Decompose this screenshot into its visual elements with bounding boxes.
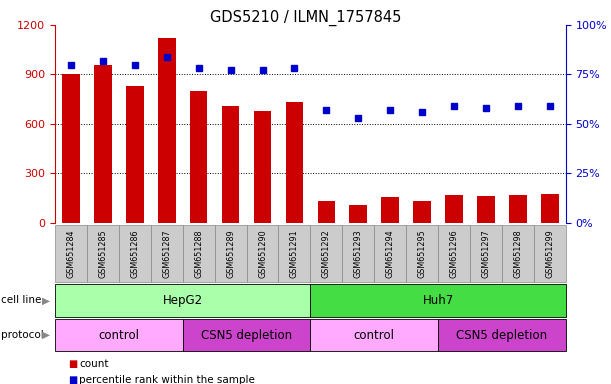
Bar [247,225,279,282]
Bar [87,225,119,282]
Bar [509,195,527,223]
Bar [342,225,375,282]
Text: GSM651294: GSM651294 [386,229,395,278]
Text: count: count [79,359,109,369]
Bar [214,225,247,282]
Text: control: control [98,329,139,341]
Text: GSM651284: GSM651284 [67,229,75,278]
Bar [381,197,399,223]
Bar [254,111,271,223]
Text: ■: ■ [68,359,78,369]
Bar [310,225,342,282]
Text: Huh7: Huh7 [422,294,454,307]
Text: GSM651298: GSM651298 [513,229,522,278]
Text: GSM651299: GSM651299 [546,229,554,278]
Bar [286,103,303,223]
Bar [55,319,183,351]
Text: percentile rank within the sample: percentile rank within the sample [79,375,255,384]
Bar [438,225,470,282]
Bar [541,194,558,223]
Bar [406,225,438,282]
Text: GSM651289: GSM651289 [226,229,235,278]
Text: ▶: ▶ [42,330,50,340]
Bar [502,225,534,282]
Text: control: control [354,329,395,341]
Text: cell line: cell line [1,295,42,306]
Bar [126,86,144,223]
Text: ■: ■ [68,375,78,384]
Bar [183,225,214,282]
Bar [55,284,310,317]
Text: GSM651293: GSM651293 [354,229,363,278]
Text: GSM651286: GSM651286 [130,229,139,278]
Bar [310,319,438,351]
Bar [190,91,207,223]
Bar [158,38,175,223]
Text: protocol: protocol [1,330,44,340]
Bar [438,319,566,351]
Bar [414,201,431,223]
Bar [318,201,335,223]
Text: CSN5 depletion: CSN5 depletion [456,329,547,341]
Bar [94,65,112,223]
Bar [310,284,566,317]
Text: GSM651291: GSM651291 [290,229,299,278]
Bar [279,225,310,282]
Bar [470,225,502,282]
Bar [375,225,406,282]
Text: GSM651290: GSM651290 [258,229,267,278]
Text: ▶: ▶ [42,295,50,306]
Text: GSM651296: GSM651296 [450,229,458,278]
Bar [55,225,87,282]
Bar [119,225,151,282]
Text: GSM651297: GSM651297 [481,229,491,278]
Text: GSM651287: GSM651287 [163,229,171,278]
Text: HepG2: HepG2 [163,294,203,307]
Bar [477,195,495,223]
Bar [222,106,240,223]
Text: GSM651292: GSM651292 [322,229,331,278]
Bar [445,195,463,223]
Bar [349,205,367,223]
Bar [183,319,310,351]
Bar [151,225,183,282]
Text: GDS5210 / ILMN_1757845: GDS5210 / ILMN_1757845 [210,10,401,26]
Text: CSN5 depletion: CSN5 depletion [201,329,292,341]
Bar [62,74,79,223]
Text: GSM651288: GSM651288 [194,229,203,278]
Text: GSM651285: GSM651285 [98,229,108,278]
Bar [534,225,566,282]
Text: GSM651295: GSM651295 [418,229,426,278]
